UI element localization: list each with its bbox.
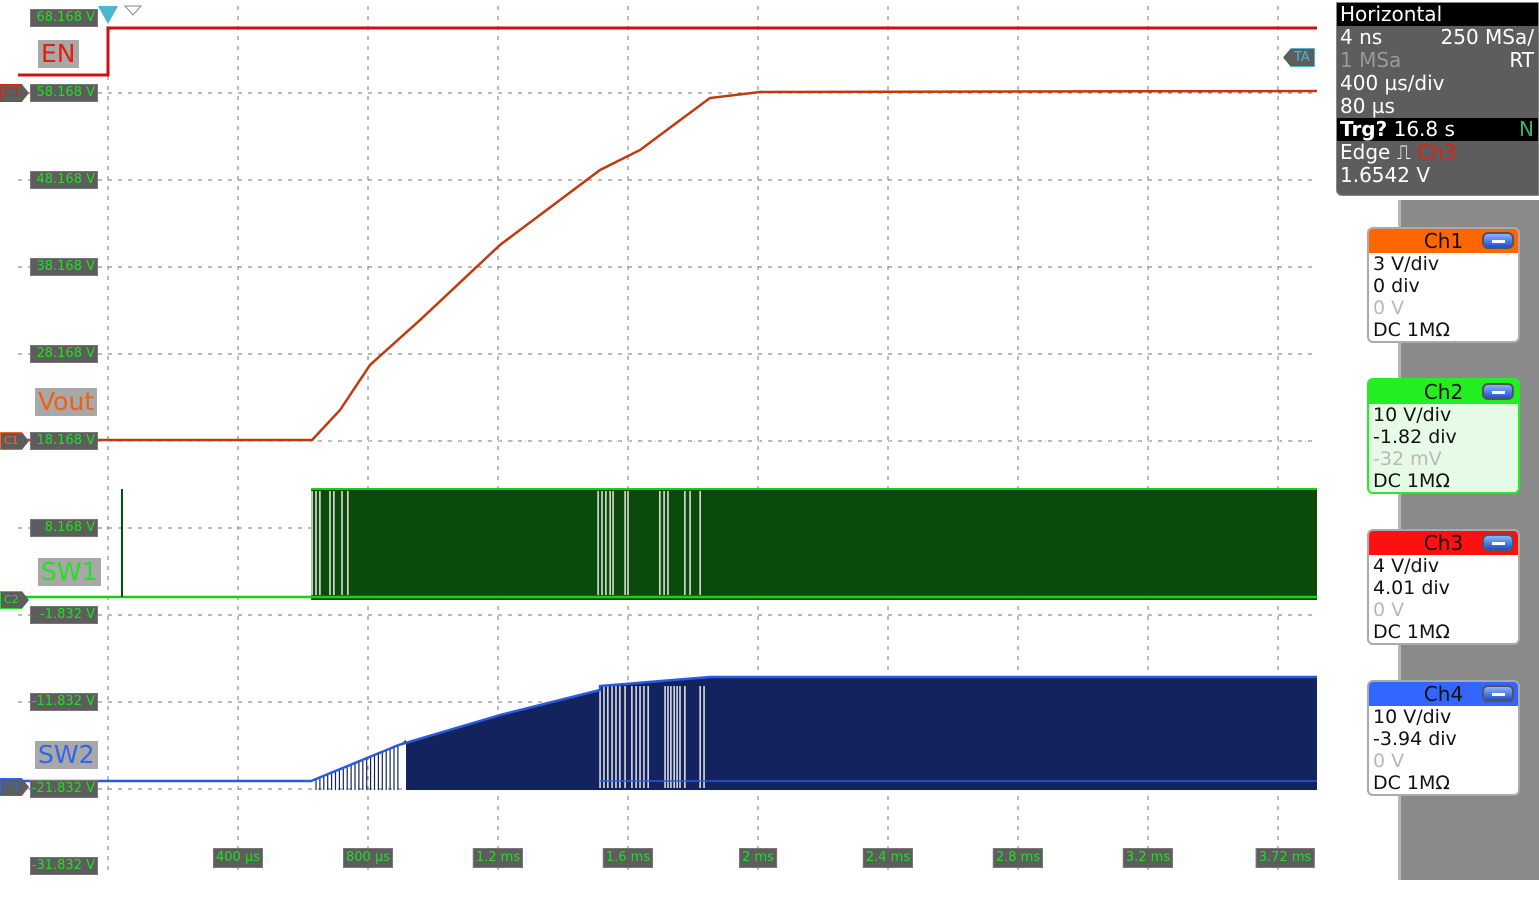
channel-scale: 10 V/div	[1373, 404, 1452, 426]
channel-toggle-icon[interactable]	[1482, 685, 1514, 702]
channel-coupling: DC 1MΩ	[1373, 772, 1450, 794]
x-tick-label: 800 µs	[343, 848, 393, 868]
channel-coupling: DC 1MΩ	[1373, 319, 1450, 341]
sw2-switching-band	[398, 677, 1317, 791]
horizontal-title: Horizontal	[1337, 3, 1538, 26]
channel-3-box[interactable]: Ch3 4 V/div 4.01 div 0 V DC 1MΩ	[1367, 529, 1520, 645]
channel-offset-div: 0 div	[1373, 275, 1420, 297]
ch3-ground-marker[interactable]: C3	[0, 84, 29, 102]
label-sw1: SW1	[38, 558, 101, 586]
horizontal-panel[interactable]: Horizontal 4 ns 250 MSa/ 1 MSa RT 400 µs/d…	[1336, 2, 1539, 196]
label-sw2: SW2	[35, 741, 98, 769]
channel-toggle-icon[interactable]	[1482, 232, 1514, 249]
y-tick-label: -11.832 V	[30, 693, 98, 711]
y-tick-label: 48.168 V	[30, 171, 98, 189]
channel-coupling: DC 1MΩ	[1373, 621, 1450, 643]
x-tick-label: 2.8 ms	[992, 848, 1044, 868]
h-position: 80 µs	[1340, 94, 1395, 118]
trigger-label: Trg?	[1340, 117, 1388, 141]
y-tick-label: 18.168 V	[30, 432, 98, 450]
label-en: EN	[38, 40, 79, 68]
acq-mode: RT	[1509, 48, 1534, 72]
ch1-ground-marker[interactable]: C1	[0, 432, 29, 450]
timebase: 400 µs/div	[1340, 71, 1445, 95]
channel-offset-div: -3.94 div	[1373, 728, 1457, 750]
memory-points: 1 MSa	[1340, 48, 1402, 72]
channel-scale: 10 V/div	[1373, 706, 1452, 728]
y-tick-label: 38.168 V	[30, 258, 98, 276]
channel-offset-volts: -32 mV	[1373, 448, 1442, 470]
en-trace	[17, 26, 1317, 77]
channel-offset-volts: 0 V	[1373, 599, 1405, 621]
y-tick-label: -31.832 V	[30, 857, 98, 875]
reference-position-icon	[123, 5, 143, 16]
trigger-type: Edge	[1340, 140, 1391, 164]
channel-coupling: DC 1MΩ	[1373, 470, 1450, 492]
trigger-mode: N	[1519, 117, 1534, 141]
rising-edge-icon: ⎍	[1396, 140, 1411, 164]
y-tick-label: 28.168 V	[30, 345, 98, 363]
channel-name: Ch1	[1423, 229, 1464, 253]
trigger-time: 16.8 s	[1393, 117, 1455, 141]
resolution: 4 ns	[1340, 25, 1383, 49]
x-tick-label: 3.72 ms	[1255, 848, 1315, 868]
waveform-plot[interactable]	[0, 0, 1330, 906]
channel-4-box[interactable]: Ch4 10 V/div -3.94 div 0 V DC 1MΩ	[1367, 680, 1520, 796]
channel-offset-volts: 0 V	[1373, 750, 1405, 772]
channel-offset-div: -1.82 div	[1373, 426, 1457, 448]
channel-name: Ch2	[1423, 380, 1464, 404]
channel-toggle-icon[interactable]	[1482, 534, 1514, 551]
channel-2-box[interactable]: Ch2 10 V/div -1.82 div -32 mV DC 1MΩ	[1367, 378, 1520, 494]
sw2-trace	[17, 675, 1317, 783]
label-vout: Vout	[35, 388, 98, 416]
ch2-ground-marker[interactable]: C2	[0, 591, 29, 609]
x-tick-label: 2.4 ms	[862, 848, 914, 868]
trigger-time-marker[interactable]: TA	[1283, 48, 1315, 67]
y-tick-label: 68.168 V	[30, 9, 98, 27]
channel-scale: 3 V/div	[1373, 253, 1440, 275]
channel-name: Ch3	[1423, 531, 1464, 555]
y-tick-label: 58.168 V	[30, 84, 98, 102]
x-tick-label: 1.6 ms	[602, 848, 654, 868]
trigger-source: Ch3	[1417, 140, 1457, 164]
channel-offset-volts: 0 V	[1373, 297, 1405, 319]
x-tick-label: 400 µs	[213, 848, 263, 868]
trigger-level: 1.6542 V	[1340, 163, 1431, 187]
y-tick-label: -21.832 V	[30, 780, 98, 798]
channel-offset-div: 4.01 div	[1373, 577, 1450, 599]
channel-name: Ch4	[1423, 682, 1464, 706]
channel-1-box[interactable]: Ch1 3 V/div 0 div 0 V DC 1MΩ	[1367, 227, 1520, 343]
y-tick-label: -1.832 V	[30, 606, 98, 624]
trigger-position-icon	[98, 6, 118, 24]
vout-trace	[17, 89, 1318, 442]
channel-toggle-icon[interactable]	[1482, 383, 1514, 400]
x-tick-label: 1.2 ms	[472, 848, 524, 868]
channel-scale: 4 V/div	[1373, 555, 1440, 577]
sw1-switching-band	[311, 489, 1317, 600]
x-tick-label: 2 ms	[739, 848, 777, 868]
x-tick-label: 3.2 ms	[1122, 848, 1174, 868]
ch4-ground-marker[interactable]: C4	[0, 778, 29, 796]
y-tick-label: 8.168 V	[30, 519, 98, 537]
sample-rate: 250 MSa/	[1440, 25, 1534, 49]
